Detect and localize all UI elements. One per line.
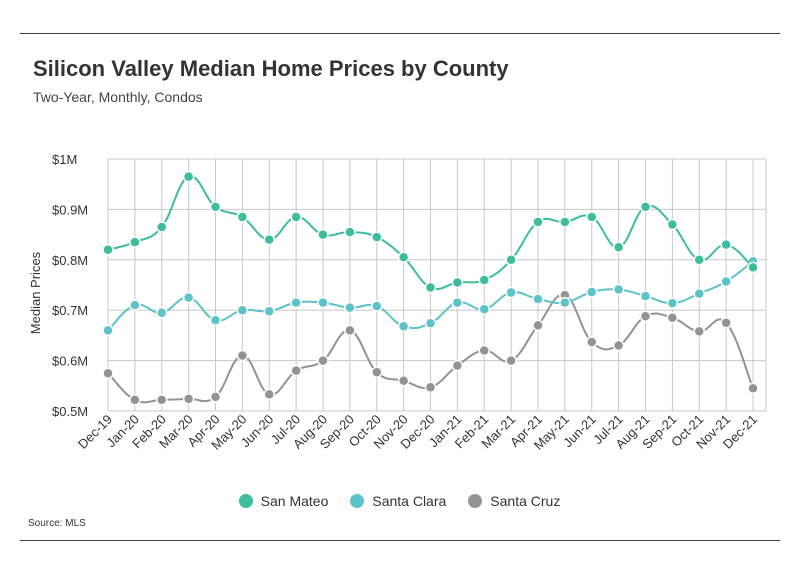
data-point-san-mateo [478,274,490,286]
data-point-santa-clara [586,286,598,298]
data-point-santa-cruz [532,319,544,332]
legend-item-santa-clara: Santa Clara [350,493,446,509]
source-note: Source: MLS [28,518,86,529]
data-point-santa-cruz [720,317,732,329]
data-point-santa-cruz [424,381,437,394]
data-point-san-mateo [559,216,571,228]
data-point-san-mateo [747,261,759,274]
legend-swatch-santa-cruz [468,494,483,508]
data-point-santa-cruz [612,339,625,352]
data-point-san-mateo [236,211,249,223]
data-point-santa-clara [317,296,329,309]
data-point-santa-clara [290,296,302,309]
data-point-san-mateo [720,238,732,251]
chart-subtitle: Two-Year, Monthly, Condos [33,89,203,105]
data-point-san-mateo [612,241,625,253]
data-point-san-mateo [693,254,705,266]
data-point-santa-cruz [666,312,679,324]
data-point-santa-cruz [263,388,275,401]
data-point-santa-clara [451,296,464,309]
data-point-san-mateo [317,228,329,241]
data-point-santa-cruz [290,364,302,377]
data-point-san-mateo [129,236,141,248]
data-point-santa-cruz [693,325,705,338]
legend-label-santa-clara: Santa Clara [372,493,447,509]
data-point-santa-clara [505,286,517,299]
data-point-santa-clara [666,297,679,309]
data-point-santa-clara [102,324,114,337]
data-point-san-mateo [532,216,544,228]
data-point-santa-clara [263,305,275,317]
data-point-san-mateo [424,281,437,294]
y-tick-label: $0.8M [52,253,88,268]
data-point-santa-cruz [129,394,141,406]
data-point-san-mateo [666,218,679,231]
data-point-santa-clara [559,296,571,309]
data-point-santa-cruz [344,324,356,337]
data-point-san-mateo [156,221,168,233]
data-point-santa-cruz [156,394,168,406]
data-point-santa-cruz [317,354,329,367]
data-point-santa-cruz [478,344,490,357]
data-point-santa-cruz [102,367,114,379]
data-point-santa-clara [478,303,490,315]
data-point-santa-cruz [586,336,598,348]
data-point-san-mateo [505,254,517,266]
top-rule [20,33,780,34]
data-point-santa-clara [397,320,410,333]
y-tick-label: $0.6M [52,354,88,369]
data-point-santa-clara [424,317,437,330]
data-point-santa-clara [371,300,383,312]
bottom-rule [20,540,780,541]
data-point-santa-cruz [182,393,195,405]
chart-title: Silicon Valley Median Home Prices by Cou… [33,56,509,81]
legend-label-santa-cruz: Santa Cruz [490,493,561,509]
y-axis-title: Median Prices [28,251,43,334]
data-point-santa-clara [344,301,356,314]
y-tick-label: $0.9M [52,202,88,217]
data-point-santa-cruz [371,366,383,378]
y-tick-label: $0.7M [52,303,88,318]
data-point-santa-cruz [747,382,759,395]
data-point-san-mateo [209,201,222,213]
legend-item-santa-cruz: Santa Cruz [468,493,560,509]
data-point-santa-clara [639,290,652,302]
data-point-san-mateo [182,170,195,183]
data-point-santa-cruz [451,359,464,372]
data-point-santa-clara [129,299,141,311]
data-point-santa-cruz [397,375,410,387]
chart-legend: San Mateo Santa Clara Santa Cruz [0,493,799,509]
data-point-santa-clara [532,293,544,305]
data-point-santa-clara [182,291,195,304]
data-point-santa-cruz [639,310,652,322]
data-point-santa-cruz [209,391,222,403]
data-point-san-mateo [371,231,383,243]
data-point-san-mateo [451,276,464,289]
data-point-santa-clara [612,283,625,296]
data-point-santa-clara [156,306,168,319]
legend-label-san-mateo: San Mateo [260,493,329,509]
data-point-san-mateo [586,211,598,223]
data-point-santa-cruz [505,354,517,367]
y-tick-label: $1M [52,152,77,167]
data-point-san-mateo [639,201,652,213]
data-point-santa-clara [720,275,732,288]
data-point-santa-clara [209,314,222,327]
data-point-santa-clara [693,287,705,300]
data-point-san-mateo [263,233,275,246]
data-point-santa-cruz [236,349,249,362]
legend-swatch-san-mateo [238,494,253,508]
data-point-san-mateo [290,211,302,223]
legend-item-san-mateo: San Mateo [238,493,329,509]
data-point-santa-clara [236,304,249,316]
data-point-san-mateo [397,251,410,264]
data-point-san-mateo [344,226,356,238]
legend-swatch-santa-clara [350,494,365,508]
y-tick-label: $0.5M [52,404,88,419]
data-point-san-mateo [102,243,114,256]
